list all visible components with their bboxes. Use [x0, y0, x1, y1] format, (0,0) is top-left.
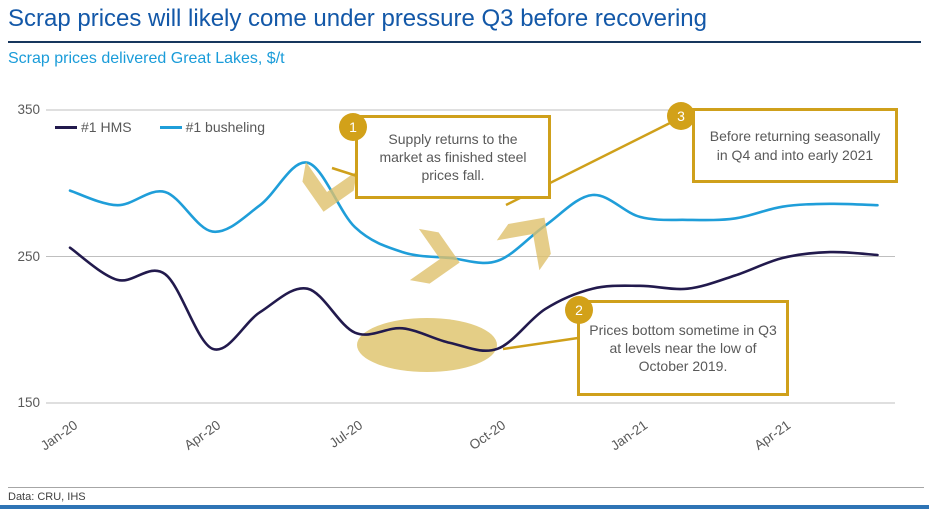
- down-arrow-icon: [302, 161, 358, 212]
- legend-item-hms: #1 HMS: [55, 119, 132, 135]
- footer-divider: [8, 487, 924, 488]
- callout-3-text: Before returning seasonally in Q4 and in…: [709, 128, 881, 163]
- callout-3-number-badge: 3: [667, 102, 695, 130]
- bottom-accent-bar: [0, 505, 929, 509]
- page-title: Scrap prices will likely come under pres…: [8, 5, 707, 32]
- highlight-ellipse: [357, 318, 497, 372]
- legend-label-hms: #1 HMS: [81, 119, 132, 135]
- y-tick-label: 150: [17, 395, 40, 410]
- callout-1-connector: [331, 166, 358, 178]
- callout-1-text: Supply returns to the market as finished…: [379, 130, 527, 184]
- hms-line-swatch: [55, 125, 77, 129]
- callout-2-number-badge: 2: [565, 296, 593, 324]
- data-source: Data: CRU, IHS: [8, 491, 86, 503]
- legend-item-busheling: #1 busheling: [159, 119, 265, 135]
- callout-2-box: Prices bottom sometime in Q3 at levels n…: [577, 300, 789, 396]
- y-tick-label: 350: [17, 102, 40, 117]
- legend: #1 HMS #1 busheling: [55, 119, 265, 135]
- callout-2-connector: [502, 336, 579, 351]
- y-tick-label: 250: [17, 248, 40, 264]
- busheling-line-swatch: [159, 125, 182, 129]
- legend-label-busheling: #1 busheling: [185, 119, 265, 135]
- callout-1-box: Supply returns to the market as finished…: [355, 115, 551, 199]
- up-right-arrow-icon: [496, 217, 551, 271]
- callout-1-number-badge: 1: [339, 113, 367, 141]
- callout-2-text: Prices bottom sometime in Q3 at levels n…: [589, 321, 777, 375]
- title-divider: [8, 41, 921, 43]
- callout-3-box: Before returning seasonally in Q4 and in…: [692, 108, 898, 183]
- chart-subtitle: Scrap prices delivered Great Lakes, $/t: [8, 50, 285, 67]
- right-arrow-icon: [409, 228, 460, 284]
- series-hms-line: [68, 246, 879, 353]
- series-busheling-line: [68, 161, 879, 265]
